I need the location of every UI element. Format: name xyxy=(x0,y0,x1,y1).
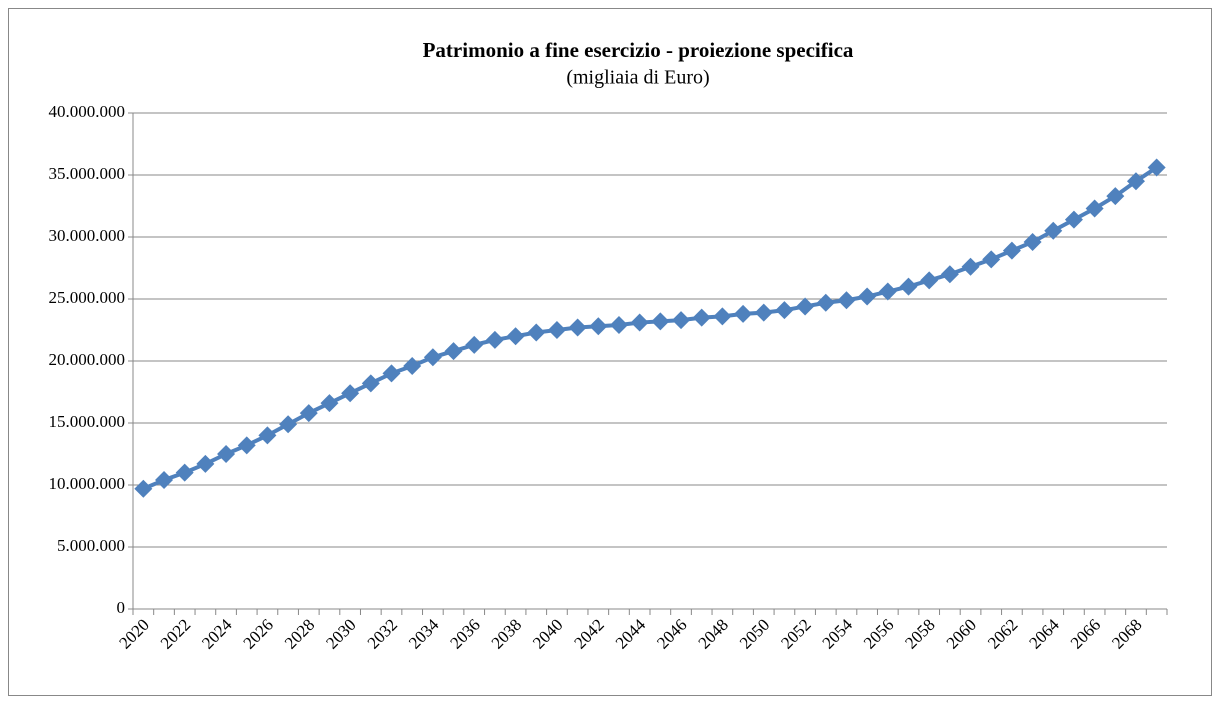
y-tick-label: 0 xyxy=(117,598,126,617)
data-point xyxy=(961,257,980,276)
y-tick-label: 10.000.000 xyxy=(49,474,126,493)
y-tick-label: 35.000.000 xyxy=(49,164,126,183)
data-point xyxy=(506,327,525,346)
data-point xyxy=(1085,199,1104,218)
chart-title: Patrimonio a fine esercizio - proiezione… xyxy=(423,38,854,62)
data-point xyxy=(1023,232,1042,251)
data-point xyxy=(485,330,504,349)
y-tick-label: 5.000.000 xyxy=(57,536,125,555)
data-point xyxy=(217,445,236,463)
data-point xyxy=(692,308,711,327)
data-point xyxy=(651,312,670,331)
data-point xyxy=(920,271,939,290)
data-point xyxy=(630,313,649,332)
data-point xyxy=(796,297,815,316)
data-point xyxy=(465,335,484,354)
data-point xyxy=(1126,172,1145,191)
data-point xyxy=(279,415,298,434)
data-point xyxy=(1147,158,1166,177)
data-point xyxy=(878,282,897,301)
data-point xyxy=(672,311,691,330)
data-point xyxy=(1002,241,1021,260)
data-point xyxy=(940,265,959,284)
data-point xyxy=(568,318,587,337)
data-point xyxy=(1044,221,1063,240)
chart-border xyxy=(8,8,1212,696)
data-point xyxy=(837,291,856,310)
data-point xyxy=(382,364,401,383)
data-point xyxy=(609,316,628,335)
data-point xyxy=(320,394,339,413)
data-point xyxy=(1106,187,1125,206)
data-point xyxy=(713,307,732,326)
data-point xyxy=(527,323,546,342)
data-point xyxy=(258,426,277,445)
y-tick-label: 40.000.000 xyxy=(49,102,126,121)
data-point xyxy=(775,301,794,320)
data-point xyxy=(361,374,380,393)
data-point xyxy=(196,454,215,473)
y-tick-label: 15.000.000 xyxy=(49,412,126,431)
data-point xyxy=(444,342,463,361)
data-point xyxy=(858,287,877,306)
data-point xyxy=(1064,210,1083,229)
y-tick-label: 20.000.000 xyxy=(49,350,126,369)
data-point xyxy=(982,250,1001,269)
y-tick-label: 25.000.000 xyxy=(49,288,126,307)
chart-subtitle: (migliaia di Euro) xyxy=(566,67,709,89)
data-point xyxy=(547,321,566,339)
y-tick-label: 30.000.000 xyxy=(49,226,126,245)
data-point xyxy=(175,463,194,482)
data-point xyxy=(423,348,442,367)
data-point xyxy=(734,304,753,323)
data-point xyxy=(155,471,174,490)
data-point xyxy=(299,404,318,423)
data-point xyxy=(754,303,773,322)
data-point xyxy=(134,479,153,498)
data-point xyxy=(237,436,256,455)
data-point xyxy=(403,356,422,375)
data-point xyxy=(816,293,835,312)
data-point xyxy=(341,384,360,403)
data-point xyxy=(589,317,608,336)
data-point xyxy=(899,277,918,296)
